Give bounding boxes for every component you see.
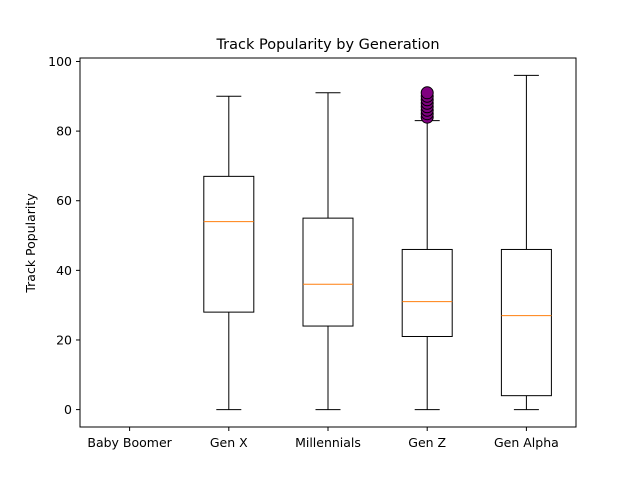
box-iqr — [302, 217, 354, 327]
outlier-point — [420, 86, 434, 100]
x-tick-label: Baby Boomer — [87, 435, 172, 450]
axes-frame — [79, 57, 577, 428]
plot-area: 0 20 40 60 80 100 Baby Boomer Gen X Millennials G… — [48, 54, 559, 450]
y-tick-label: 60 — [56, 193, 72, 208]
y-tick-label: 40 — [56, 263, 72, 278]
y-tick-label: 80 — [56, 124, 72, 139]
chart-title: Track Popularity by Generation — [215, 37, 439, 53]
box-iqr — [203, 175, 255, 313]
y-tick-label: 0 — [64, 402, 72, 417]
x-tick-label: Millennials — [295, 435, 361, 450]
box-iqr — [500, 248, 552, 397]
x-tick-label: Gen X — [210, 435, 248, 450]
x-tick-label: Gen Alpha — [494, 435, 559, 450]
y-tick-label: 100 — [48, 54, 72, 69]
y-axis-label: Track Popularity — [23, 193, 38, 294]
x-tick-label: Gen Z — [408, 435, 446, 450]
box-iqr — [401, 248, 453, 337]
y-tick-label: 20 — [56, 332, 72, 347]
